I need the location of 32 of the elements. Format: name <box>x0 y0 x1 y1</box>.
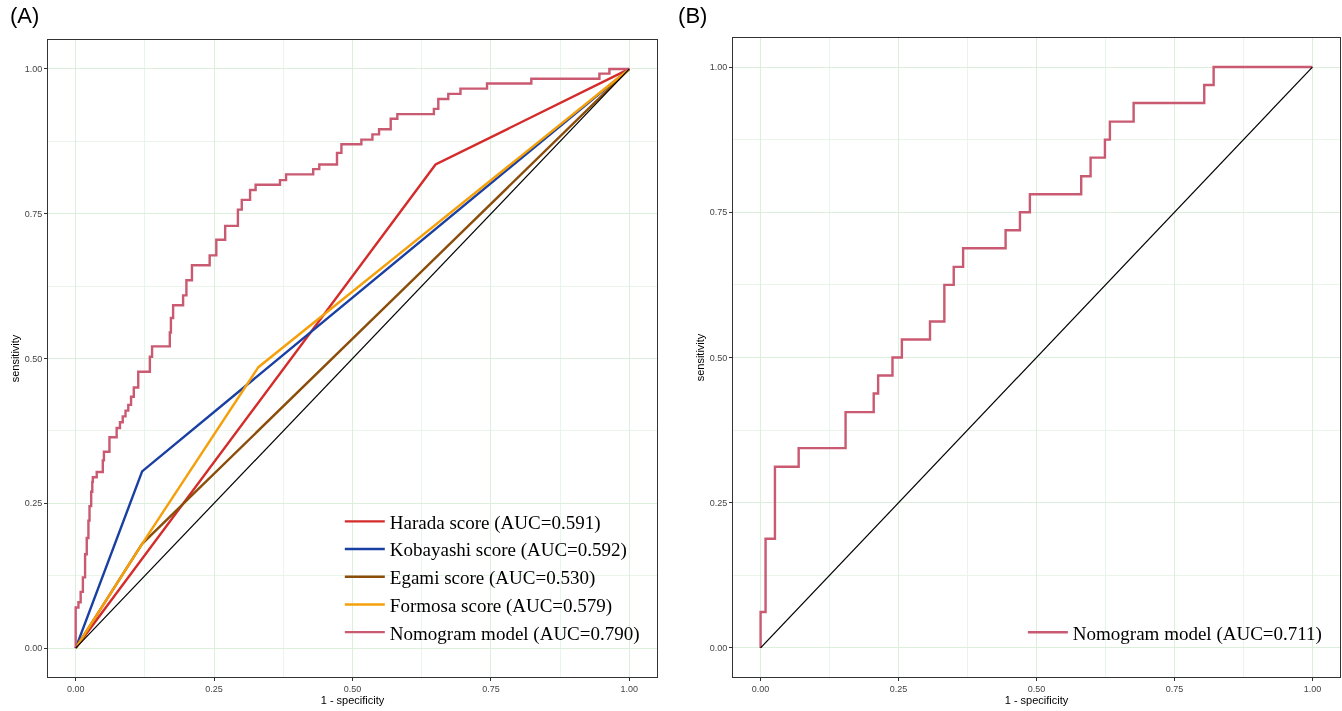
x-tick-label: 1.00 <box>620 683 639 694</box>
x-axis-title: 1 - specificity <box>1004 693 1069 706</box>
x-tick-label: 1.00 <box>1303 683 1322 694</box>
legend-label: Harada score (AUC=0.591) <box>389 511 601 534</box>
y-tick-label: 1.00 <box>24 64 43 75</box>
y-axis-title: sensitivity <box>9 334 22 383</box>
y-tick-label: 0.50 <box>709 352 728 363</box>
legend-label: Nomogram model (AUC=0.711) <box>1072 622 1322 645</box>
legend-label: Nomogram model (AUC=0.790) <box>389 622 640 645</box>
x-tick-label: 0.50 <box>1027 683 1046 694</box>
x-axis-title: 1 - specificity <box>320 693 385 706</box>
y-tick-label: 0.00 <box>709 643 728 654</box>
y-tick-label: 0.25 <box>709 497 728 508</box>
chart-title: (B) <box>678 2 708 28</box>
x-tick-label: 0.75 <box>1165 683 1184 694</box>
legend-label: Formosa score (AUC=0.579) <box>389 594 613 617</box>
y-tick-label: 0.00 <box>24 643 43 654</box>
x-tick-label: 0.50 <box>343 683 362 694</box>
legend-label: Egami score (AUC=0.530) <box>389 567 596 590</box>
x-tick-label: 0.25 <box>205 683 223 694</box>
y-axis-title: sensitivity <box>694 333 707 382</box>
x-tick-label: 0.25 <box>889 683 908 694</box>
x-tick-label: 0.75 <box>482 683 500 694</box>
y-tick-label: 0.50 <box>24 353 43 364</box>
legend-label: Kobayashi score (AUC=0.592) <box>389 539 627 562</box>
chart-title: (A) <box>9 2 40 28</box>
x-tick-label: 0.00 <box>751 683 770 694</box>
y-tick-label: 0.75 <box>709 207 728 218</box>
x-tick-label: 0.00 <box>66 683 85 694</box>
y-tick-label: 1.00 <box>709 62 728 73</box>
y-tick-label: 0.25 <box>24 498 43 509</box>
y-tick-label: 0.75 <box>24 208 43 219</box>
